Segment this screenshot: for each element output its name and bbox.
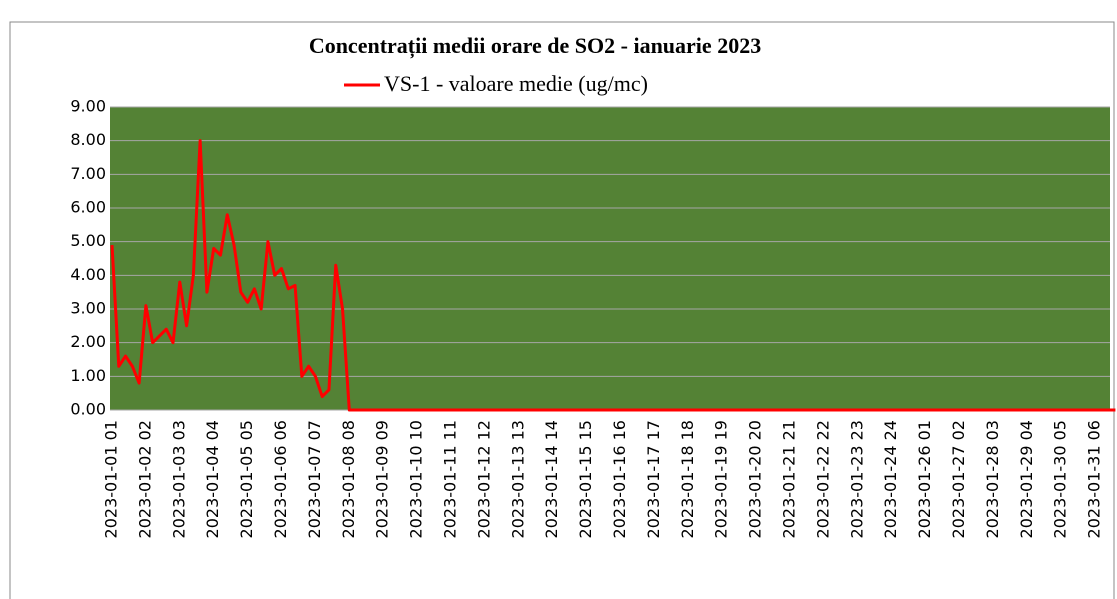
x-tick-label: 2023-01-04 04 [203, 420, 222, 538]
x-tick-label: 2023-01-11 11 [440, 420, 459, 538]
x-tick-label: 2023-01-22 22 [813, 420, 832, 538]
x-tick-label: 2023-01-02 02 [135, 420, 154, 538]
x-tick-label: 2023-01-05 05 [237, 420, 256, 538]
x-tick-label: 2023-01-23 23 [847, 420, 866, 538]
y-tick-label: 1.00 [70, 366, 106, 385]
x-tick-label: 2023-01-19 19 [712, 420, 731, 538]
y-tick-label: 7.00 [70, 164, 106, 183]
y-tick-label: 0.00 [70, 400, 106, 419]
y-tick-label: 5.00 [70, 231, 106, 250]
chart-title: Concentrații medii orare de SO2 - ianuar… [309, 33, 761, 59]
x-tick-label: 2023-01-26 01 [915, 420, 934, 538]
x-tick-label: 2023-01-18 18 [678, 420, 697, 538]
x-tick-label: 2023-01-29 04 [1017, 420, 1036, 538]
x-tick-label: 2023-01-28 03 [983, 420, 1002, 538]
x-tick-label: 2023-01-27 02 [949, 420, 968, 538]
x-tick-label: 2023-01-31 06 [1085, 420, 1104, 538]
y-tick-label: 8.00 [70, 130, 106, 149]
y-tick-label: 9.00 [70, 97, 106, 116]
legend-label: VS-1 - valoare medie (ug/mc) [384, 71, 648, 96]
x-tick-label: 2023-01-30 05 [1051, 420, 1070, 538]
x-tick-label: 2023-01-10 10 [407, 420, 426, 538]
x-tick-label: 2023-01-13 13 [508, 420, 527, 538]
x-tick-label: 2023-01-14 14 [542, 420, 561, 538]
y-tick-label: 2.00 [70, 332, 106, 351]
y-tick-label: 6.00 [70, 198, 106, 217]
x-tick-label: 2023-01-24 24 [881, 420, 900, 538]
x-tick-label: 2023-01-12 12 [474, 420, 493, 538]
x-tick-label: 2023-01-20 20 [746, 420, 765, 538]
x-tick-label: 2023-01-08 08 [339, 420, 358, 538]
x-tick-label: 2023-01-09 09 [373, 420, 392, 538]
y-tick-label: 4.00 [70, 265, 106, 284]
x-tick-label: 2023-01-01 01 [102, 420, 121, 538]
x-tick-label: 2023-01-03 03 [169, 420, 188, 538]
x-tick-label: 2023-01-15 15 [576, 420, 595, 538]
y-tick-label: 3.00 [70, 299, 106, 318]
plot-area [110, 107, 1110, 410]
x-tick-label: 2023-01-16 16 [610, 420, 629, 538]
x-tick-label: 2023-01-06 06 [271, 420, 290, 538]
x-tick-label: 2023-01-17 17 [644, 420, 663, 538]
data-line [110, 139, 1116, 412]
x-tick-label: 2023-01-21 21 [779, 420, 798, 538]
x-tick-label: 2023-01-07 07 [305, 420, 324, 538]
